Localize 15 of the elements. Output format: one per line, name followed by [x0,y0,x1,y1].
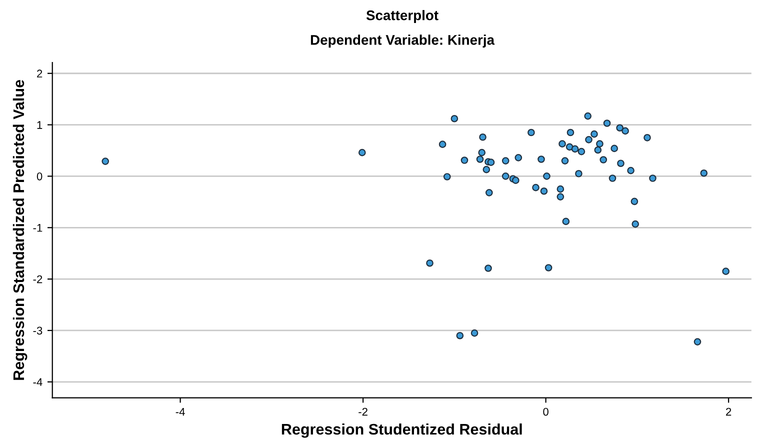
y-tick-label: -3 [33,326,42,335]
y-tick-label: -4 [33,378,42,386]
y-tick-label: -1 [33,224,42,232]
x-axis-title: Regression Studentized Residual [282,423,522,438]
x-tick-label: 0 [543,408,548,416]
y-axis-title: Regression Standardized Predicted Value [12,80,28,380]
chart-title: Scatterplot [366,10,438,23]
x-tick-label: -2 [358,408,368,416]
x-tick-label: -4 [176,408,185,416]
y-tick-label: 2 [37,70,42,78]
x-tick-label: 2 [726,408,732,416]
chart-subtitle: Dependent Variable: Kinerja [310,34,495,48]
y-tick-label: 0 [36,172,42,180]
y-tick-label: 1 [37,121,42,129]
y-tick-label: -2 [33,275,42,284]
